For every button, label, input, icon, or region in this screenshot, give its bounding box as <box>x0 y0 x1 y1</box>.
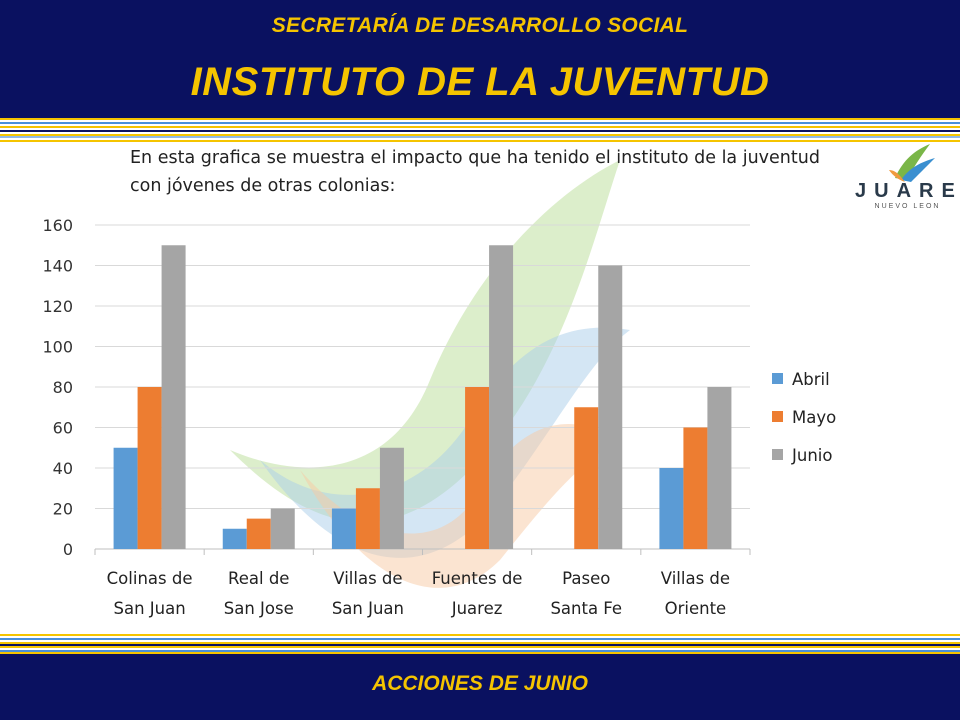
logo-subtext: NUEVO LEON <box>874 203 941 210</box>
header-stripes <box>0 118 960 142</box>
legend-swatch <box>772 411 783 422</box>
x-tick-label: Oriente <box>665 599 727 618</box>
legend-label: Abril <box>792 370 830 389</box>
page-title: INSTITUTO DE LA JUVENTUD <box>190 60 770 104</box>
x-tick-label: San Jose <box>224 599 294 618</box>
x-tick-label: Juarez <box>451 599 503 618</box>
x-tick-label: Villas de <box>661 569 730 588</box>
bar-abril <box>659 468 684 549</box>
y-tick-label: 20 <box>53 500 73 519</box>
bar-mayo <box>574 407 599 549</box>
y-tick-label: 0 <box>63 540 73 559</box>
x-tick-label: Fuentes de <box>432 569 523 588</box>
x-tick-label: Paseo <box>562 569 610 588</box>
bar-junio <box>598 265 623 549</box>
y-tick-label: 40 <box>53 459 73 478</box>
footer-stripes <box>0 632 960 654</box>
bar-chart: 0 20 40 60 80 100 120 140 160 Colinas de San Juan R… <box>42 216 836 618</box>
bar-abril <box>222 528 247 549</box>
y-tick-label: 160 <box>42 216 73 235</box>
x-tick-label: San Juan <box>332 599 404 618</box>
x-tick-label: Villas de <box>333 569 402 588</box>
logo-swoosh-icon <box>889 144 935 182</box>
bar-junio <box>489 245 514 549</box>
legend-swatch <box>772 449 783 460</box>
bar-mayo <box>465 387 490 549</box>
juarez-logo: JUAREZ NUEVO LEON <box>855 140 960 230</box>
bar-mayo <box>355 488 380 549</box>
bar-junio <box>707 387 732 549</box>
bar-junio <box>379 447 404 549</box>
logo-wordmark: JUAREZ <box>855 180 960 202</box>
x-tick-label: Real de <box>228 569 289 588</box>
bar-abril <box>113 447 138 549</box>
y-tick-label: 60 <box>53 419 73 438</box>
footer-label: ACCIONES DE JUNIO <box>372 672 588 695</box>
footer-bar: ACCIONES DE JUNIO <box>0 654 960 720</box>
y-tick-label: 100 <box>42 338 73 357</box>
bar-mayo <box>683 427 708 549</box>
bar-junio <box>161 245 186 549</box>
bar-mayo <box>137 387 162 549</box>
x-tick-label: Colinas de <box>107 569 193 588</box>
chart-description: En esta grafica se muestra el impacto qu… <box>130 148 820 196</box>
bar-mayo <box>246 518 271 549</box>
x-tick-label: San Juan <box>113 599 185 618</box>
bar-junio <box>270 508 295 549</box>
legend-label: Mayo <box>792 408 836 427</box>
y-tick-label: 80 <box>53 378 73 397</box>
header-bar: SECRETARÍA DE DESARROLLO SOCIAL INSTITUT… <box>0 0 960 118</box>
x-tick-label: Santa Fe <box>550 599 622 618</box>
y-tick-label: 140 <box>42 257 73 276</box>
legend-swatch <box>772 373 783 384</box>
legend-label: Junio <box>791 446 832 465</box>
y-tick-label: 120 <box>42 297 73 316</box>
header-subtitle: SECRETARÍA DE DESARROLLO SOCIAL <box>271 14 689 37</box>
bar-abril <box>331 508 356 549</box>
